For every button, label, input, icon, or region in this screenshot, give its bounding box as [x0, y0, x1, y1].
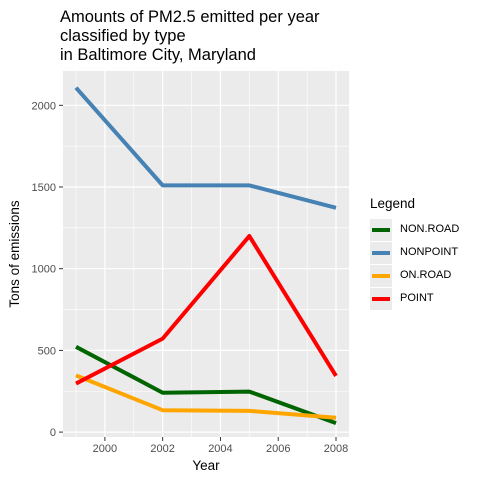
plot-panel: [63, 71, 349, 437]
legend: Legend NON.ROAD NONPOINT ON.ROAD POINT: [370, 196, 459, 311]
legend-key: [370, 288, 392, 310]
series-lines: [74, 86, 338, 425]
y-tick-label: 2000: [32, 100, 56, 112]
x-tick-label: 2002: [150, 443, 174, 455]
chart-title-line-2: classified by type: [60, 27, 186, 45]
y-tick-label: 500: [38, 345, 56, 357]
chart-title-line-1: Amounts of PM2.5 emitted per year: [60, 8, 320, 26]
x-tick-label: 2000: [93, 443, 117, 455]
legend-item-on-road: ON.ROAD: [370, 265, 451, 288]
series-line-point: [75, 234, 338, 386]
legend-swatch-point: [372, 297, 390, 301]
legend-key: [370, 219, 392, 241]
legend-swatch-nonpoint: [372, 251, 390, 255]
axis-ticks: [59, 104, 337, 441]
legend-item-point: POINT: [370, 288, 434, 311]
legend-title: Legend: [370, 196, 416, 211]
legend-item-nonpoint: NONPOINT: [370, 242, 458, 265]
y-tick-label: 0: [50, 427, 56, 439]
legend-label: POINT: [400, 292, 434, 304]
series-line-non-road: [75, 345, 337, 425]
x-axis-label: Year: [192, 458, 220, 473]
legend-swatch-on-road: [372, 274, 390, 278]
series-line-on-road: [75, 373, 337, 420]
legend-key: [370, 242, 392, 264]
x-tick-label: 2006: [266, 443, 290, 455]
y-tick-label: 1500: [32, 182, 56, 194]
legend-item-non-road: NON.ROAD: [370, 219, 459, 242]
y-tick-label: 1000: [32, 264, 56, 276]
legend-key: [370, 265, 392, 287]
y-axis-label: Tons of emissions: [7, 200, 22, 308]
legend-label: ON.ROAD: [400, 269, 452, 281]
legend-label: NON.ROAD: [400, 223, 460, 235]
legend-swatch-non-road: [372, 228, 390, 232]
chart-title-line-3: in Baltimore City, Maryland: [60, 46, 256, 64]
legend-label: NONPOINT: [400, 246, 459, 258]
legend-items: NON.ROAD NONPOINT ON.ROAD POINT: [370, 219, 459, 311]
major-gridlines: [63, 71, 349, 437]
tick-labels: 2000 2002 2004 2006 2008 0 500 1000 1500 2000: [32, 100, 349, 455]
x-tick-label: 2004: [208, 443, 232, 455]
series-line-nonpoint: [74, 86, 337, 210]
x-tick-label: 2008: [324, 443, 348, 455]
